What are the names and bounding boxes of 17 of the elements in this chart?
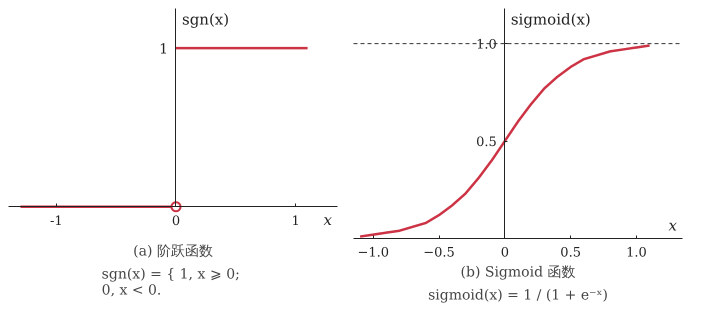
- x-tick-label: −0.5: [423, 246, 455, 260]
- x-tick-label: 1: [291, 214, 300, 229]
- x-tick-label: 1.0: [626, 246, 647, 260]
- y-axis-title: sgn(x): [182, 10, 230, 28]
- x-tick-label: 0: [172, 214, 180, 229]
- x-tick-label: -1: [50, 214, 63, 229]
- text: sgn(x) = { 1, x ⩾ 0; 0, x < 0.: [102, 266, 240, 298]
- text: sigmoid(x) = 1 / (1 + e⁻ˣ): [428, 288, 608, 304]
- y-axis-title: sigmoid(x): [510, 10, 591, 28]
- x-tick-label: 0.5: [560, 246, 581, 260]
- x-axis-title: x: [324, 210, 332, 229]
- annotation: 1: [159, 42, 168, 58]
- x-tick-label: 0: [500, 246, 509, 260]
- x-axis-title: x: [668, 216, 678, 234]
- text: (a) 阶跃函数: [133, 244, 213, 260]
- x-tick-label: −1.0: [357, 246, 390, 260]
- text: (b) Sigmoid 函数: [460, 264, 576, 280]
